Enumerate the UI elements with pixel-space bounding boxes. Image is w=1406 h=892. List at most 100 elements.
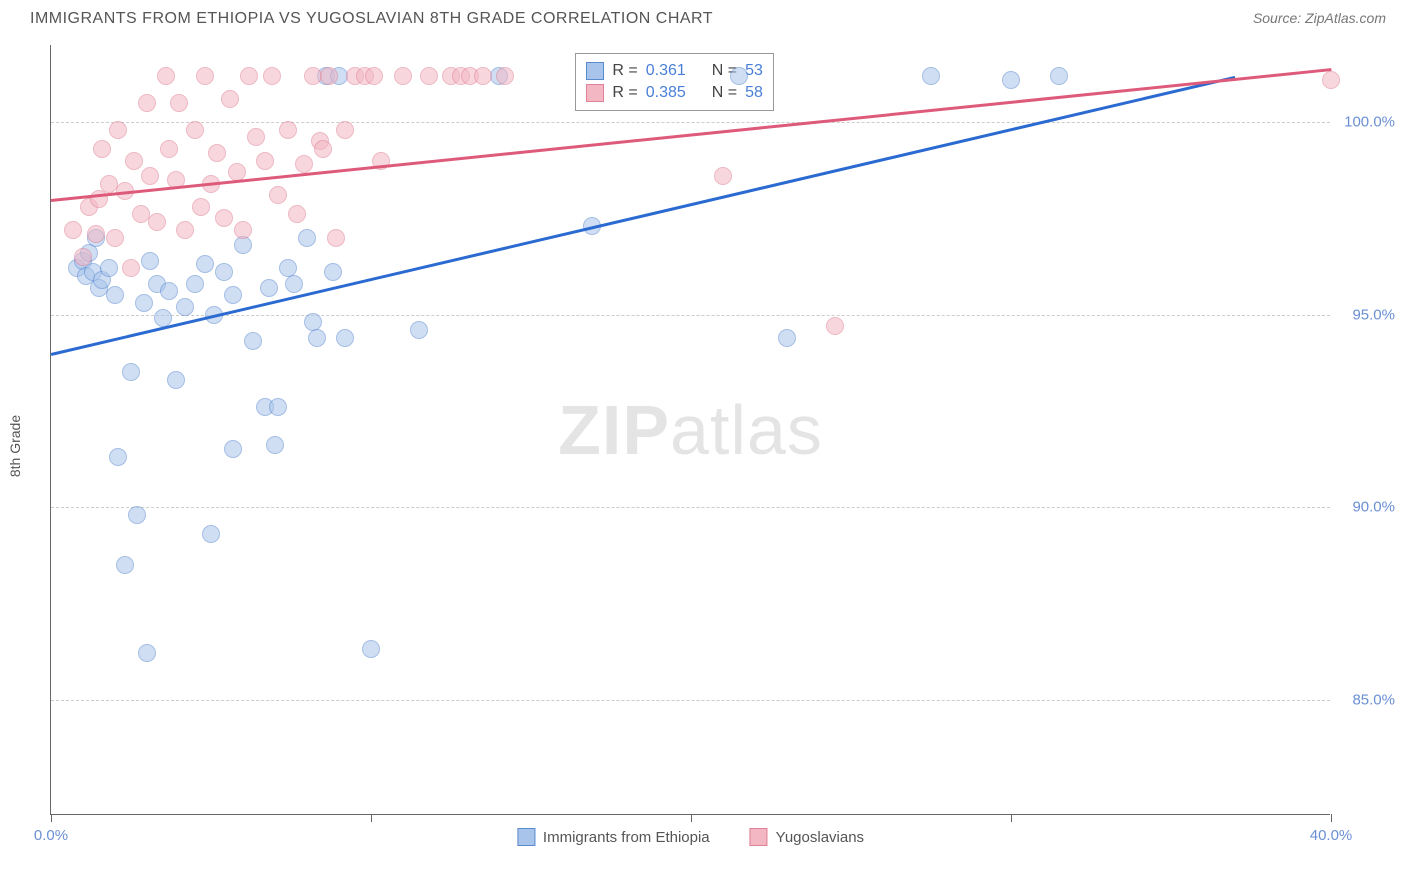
data-point <box>279 121 297 139</box>
data-point <box>109 121 127 139</box>
data-point <box>87 225 105 243</box>
data-point <box>202 525 220 543</box>
data-point <box>285 275 303 293</box>
data-point <box>224 440 242 458</box>
source-credit: Source: ZipAtlas.com <box>1253 10 1386 26</box>
data-point <box>269 398 287 416</box>
data-point <box>176 221 194 239</box>
y-tick-label: 90.0% <box>1352 499 1395 516</box>
x-tick <box>51 814 52 822</box>
data-point <box>244 332 262 350</box>
x-tick <box>1011 814 1012 822</box>
legend-item: Immigrants from Ethiopia <box>517 828 710 846</box>
x-tick <box>1331 814 1332 822</box>
gridline <box>51 700 1330 701</box>
chart-title: IMMIGRANTS FROM ETHIOPIA VS YUGOSLAVIAN … <box>30 10 713 28</box>
data-point <box>160 140 178 158</box>
data-point <box>93 140 111 158</box>
data-point <box>215 263 233 281</box>
data-point <box>106 286 124 304</box>
data-point <box>221 90 239 108</box>
x-tick <box>371 814 372 822</box>
gridline <box>51 122 1330 123</box>
data-point <box>295 155 313 173</box>
gridline <box>51 315 1330 316</box>
data-point <box>122 259 140 277</box>
y-tick-label: 100.0% <box>1344 114 1395 131</box>
data-point <box>714 167 732 185</box>
data-point <box>298 229 316 247</box>
data-point <box>148 213 166 231</box>
data-point <box>362 640 380 658</box>
data-point <box>922 67 940 85</box>
data-point <box>116 556 134 574</box>
data-point <box>141 167 159 185</box>
legend: Immigrants from Ethiopia Yugoslavians <box>517 828 864 846</box>
legend-item: Yugoslavians <box>750 828 864 846</box>
data-point <box>135 294 153 312</box>
data-point <box>138 644 156 662</box>
data-point <box>196 67 214 85</box>
data-point <box>1322 71 1340 89</box>
data-point <box>186 275 204 293</box>
data-point <box>234 221 252 239</box>
data-point <box>128 506 146 524</box>
x-tick-label: 0.0% <box>34 827 68 844</box>
data-point <box>324 263 342 281</box>
data-point <box>74 248 92 266</box>
data-point <box>247 128 265 146</box>
data-point <box>208 144 226 162</box>
data-point <box>176 298 194 316</box>
data-point <box>234 236 252 254</box>
data-point <box>167 371 185 389</box>
data-point <box>141 252 159 270</box>
data-point <box>100 259 118 277</box>
data-point <box>778 329 796 347</box>
x-tick <box>691 814 692 822</box>
data-point <box>336 329 354 347</box>
data-point <box>327 229 345 247</box>
data-point <box>1050 67 1068 85</box>
data-point <box>256 152 274 170</box>
y-tick-label: 95.0% <box>1352 306 1395 323</box>
data-point <box>269 186 287 204</box>
data-point <box>160 282 178 300</box>
data-point <box>288 205 306 223</box>
data-point <box>186 121 204 139</box>
data-point <box>308 329 326 347</box>
data-point <box>64 221 82 239</box>
gridline <box>51 507 1330 508</box>
data-point <box>109 448 127 466</box>
data-point <box>224 286 242 304</box>
data-point <box>496 67 514 85</box>
data-point <box>266 436 284 454</box>
y-axis-label: 8th Grade <box>7 415 23 477</box>
data-point <box>336 121 354 139</box>
data-point <box>138 94 156 112</box>
data-point <box>122 363 140 381</box>
watermark: ZIPatlas <box>558 390 823 470</box>
data-point <box>157 67 175 85</box>
data-point <box>365 67 383 85</box>
data-point <box>263 67 281 85</box>
data-point <box>730 67 748 85</box>
stats-row: R =0.385N =58 <box>586 82 763 104</box>
x-tick-label: 40.0% <box>1310 827 1353 844</box>
data-point <box>125 152 143 170</box>
data-point <box>215 209 233 227</box>
y-tick-label: 85.0% <box>1352 691 1395 708</box>
data-point <box>320 67 338 85</box>
data-point <box>826 317 844 335</box>
data-point <box>410 321 428 339</box>
data-point <box>474 67 492 85</box>
data-point <box>1002 71 1020 89</box>
data-point <box>260 279 278 297</box>
data-point <box>170 94 188 112</box>
scatter-chart: ZIPatlas R =0.361N =53R =0.385N =58 Immi… <box>50 45 1330 815</box>
data-point <box>314 140 332 158</box>
data-point <box>420 67 438 85</box>
data-point <box>192 198 210 216</box>
data-point <box>394 67 412 85</box>
data-point <box>196 255 214 273</box>
data-point <box>106 229 124 247</box>
